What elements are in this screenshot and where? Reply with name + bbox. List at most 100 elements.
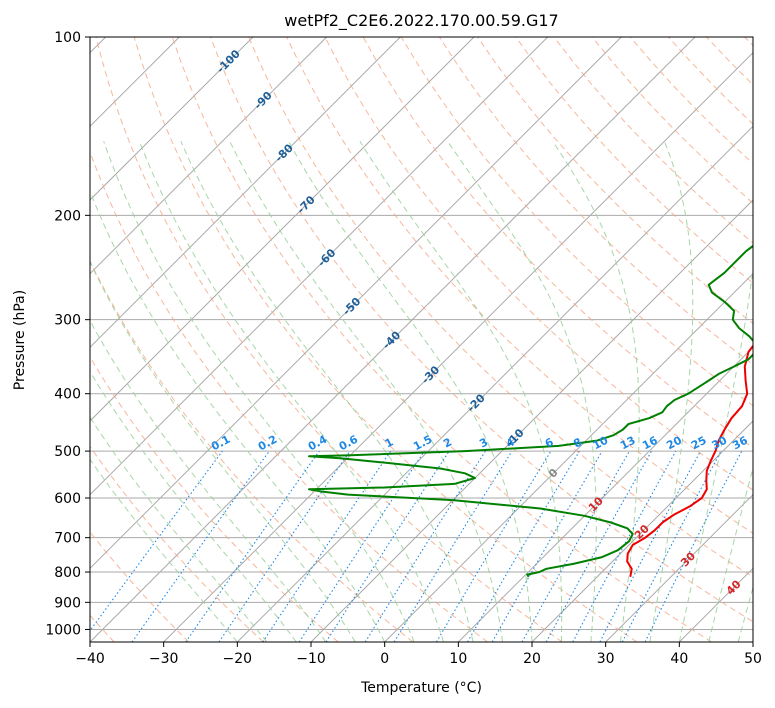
dry-adiabat-line [248,37,753,578]
isotherm-line [531,420,753,642]
moist-adiabat-line [708,466,753,642]
dry-adiabat-line [90,356,339,642]
x-tick-label: 10 [449,651,467,667]
mixing-ratio-line [325,450,450,642]
dry-adiabat-line [591,37,753,204]
mixing-ratio-line [599,450,701,642]
dry-adiabat-line [95,37,563,642]
isotherm-line [90,37,549,496]
y-tick-label: 300 [54,313,81,329]
x-axis-label: Temperature (°C) [360,680,482,696]
dry-adiabat-line [90,445,264,642]
mixing-ratio-line [90,450,223,632]
isotherm-line [678,567,753,642]
mixing-ratio-label: 20 [664,433,684,452]
mixing-ratio-line [545,450,653,642]
moist-adiabat-line [90,458,238,642]
moist-adiabat-line [90,260,356,642]
moist-adiabat-line [90,189,386,642]
mixing-ratio-label: 0.6 [337,433,361,454]
temperature-profile-line [626,344,753,577]
isotherm-line [163,51,753,642]
background-lines [90,37,753,642]
moist-adiabat-line [138,141,445,642]
x-tick-label: 30 [597,651,615,667]
y-axis-label: Pressure (hPa) [12,290,28,390]
mixing-ratio-line [572,450,677,642]
x-tick-label: −20 [223,651,253,667]
mixing-ratio-line [393,450,513,642]
mixing-ratio-label: 16 [640,434,660,453]
y-tick-label: 100 [54,30,81,46]
x-axis: −40 −30 −20 −10 0 10 20 30 40 50 [75,642,762,667]
mixing-ratio-line [298,450,425,642]
mixing-ratio-label: 1.5 [411,433,434,454]
y-tick-label: 200 [54,208,81,224]
moist-adiabat-line [229,141,503,642]
isotherm-line [752,641,753,642]
y-tick-label: 600 [54,491,81,507]
x-tick-label: 50 [744,651,762,667]
mixing-ratio-label: 25 [689,434,709,453]
x-tick-label: 0 [380,651,389,667]
mixing-ratio-label: 6 [543,435,556,450]
isotherm-line [236,125,753,642]
moist-adiabat-line [649,141,694,642]
y-axis: 100 200 300 400 500 600 700 800 900 1000 [45,30,90,638]
mixing-ratio-label: 1 [383,435,396,450]
mixing-ratio-label: 30 [710,434,730,453]
mixing-ratio-label: 10 [591,433,611,452]
dry-adiabat-line [515,37,753,284]
x-tick-label: 20 [523,651,541,667]
dry-adiabat-line [286,37,753,534]
dewpoint-profile-line [308,244,753,578]
isotherm-line [384,272,753,642]
x-tick-label: 40 [670,651,688,667]
plot-frame [89,36,754,643]
mixing-ratio-line [644,450,743,642]
isotherm-line [90,37,401,349]
dry-adiabat-line [668,37,753,125]
y-tick-label: 400 [54,387,81,403]
x-tick-label: −10 [296,651,326,667]
dry-adiabat-line [744,37,753,47]
x-tick-label: −30 [149,651,179,667]
dry-adiabat-line [90,150,488,642]
mixing-ratio-label: 36 [730,434,750,453]
x-tick-label: −40 [75,651,105,667]
y-tick-label: 900 [54,595,81,611]
isotherm-line [90,37,622,570]
moist-adiabat-line [552,141,640,642]
y-tick-label: 800 [54,565,81,581]
isotherm-line [310,199,753,642]
dry-adiabat-line [553,37,753,244]
dry-adiabat-line [171,37,712,642]
mixing-ratio-line [262,450,392,642]
moist-adiabat-line [90,416,268,642]
dry-adiabat-line [90,531,190,642]
moist-adiabat-line [737,585,753,642]
mixing-ratio-line [521,450,630,642]
mixing-ratio-line [467,450,580,642]
isotherm-line [90,37,696,642]
dry-adiabat-line [133,37,638,642]
y-tick-label: 1000 [45,622,81,638]
mixing-ratio-label: 0.2 [256,433,279,454]
sounding-series [308,244,753,578]
dry-adiabat-line [706,37,753,86]
mixing-ratio-label: 0.1 [209,433,232,454]
moist-adiabat-line [90,319,327,642]
isotherm-line [605,493,753,642]
moist-adiabat-line [359,141,563,642]
isotherm-line [90,37,475,422]
isotherm-line [90,37,254,201]
mixing-ratio-line [185,450,320,642]
moist-adiabat-line [103,141,415,642]
moist-adiabat-line [288,141,533,642]
mixing-ratio-label: 0.4 [306,433,330,454]
dry-adiabat-line [210,37,753,623]
moist-adiabat-line [678,265,753,642]
mixing-ratio-line [131,450,270,642]
y-tick-label: 700 [54,531,81,547]
